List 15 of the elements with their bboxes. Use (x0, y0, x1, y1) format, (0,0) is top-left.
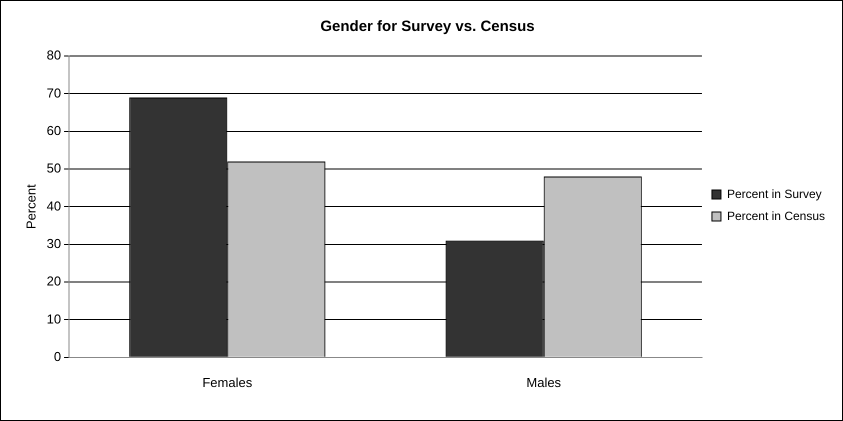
legend-label: Percent in Census (726, 208, 826, 223)
y-tick-label: 30 (46, 236, 62, 251)
x-tick-label: Males (526, 374, 562, 390)
y-tick-label: 70 (46, 85, 62, 100)
chart-title: Gender for Survey vs. Census (320, 18, 535, 36)
y-tick-label: 60 (46, 122, 62, 138)
y-tick-label: 20 (46, 274, 62, 289)
x-tick-label: Females (202, 374, 253, 390)
legend-label: Percent in Survey (726, 186, 822, 201)
y-tick-label: 40 (46, 198, 62, 214)
y-tick-label: 0 (54, 348, 62, 364)
y-tick-label: 50 (46, 160, 62, 176)
y-tick-label: 10 (46, 311, 62, 326)
y-axis-title: Percent (23, 184, 38, 230)
y-tick-label: 80 (46, 48, 62, 63)
